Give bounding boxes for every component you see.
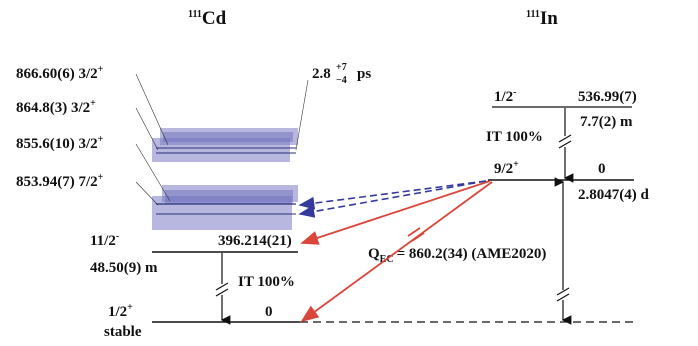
in-heading: 111In	[526, 8, 558, 29]
qec-double-arrow	[554, 177, 572, 325]
level-855-label: 855.6(10) 3/2+	[16, 134, 104, 152]
lower-level-band	[152, 185, 298, 230]
cd-isomer-spin: 11/2-	[90, 231, 119, 249]
upper-halflife-label: 2.8	[312, 66, 331, 82]
in-ground-spin: 9/2+	[494, 159, 519, 177]
cd-ground-energy: 0	[265, 304, 273, 320]
in-ground-energy: 0	[598, 161, 606, 177]
ec-decay-arrows	[300, 180, 493, 323]
in-it-label: IT 100%	[486, 129, 543, 145]
level-864-label: 864.8(3) 3/2+	[16, 98, 96, 116]
in-ground-halflife: 2.8047(4) d	[578, 187, 649, 203]
upper-halflife-minus: −4	[336, 75, 347, 86]
cd-heading: 111Cd	[188, 8, 227, 29]
upper-halflife-plus: +7	[336, 62, 347, 73]
qec-label: QEC = 860.2(34) (AME2020)	[368, 246, 546, 265]
level-853-label: 853.94(7) 7/2+	[16, 172, 104, 190]
label-leader-lines	[135, 73, 309, 206]
upper-halflife-unit: ps	[357, 66, 371, 82]
in-it-arrow	[558, 108, 574, 183]
in-isomer-spin: 1/2-	[494, 87, 517, 105]
in-isomer-halflife: 7.7(2) m	[580, 114, 633, 130]
cd-isomer-halflife: 48.50(9) m	[90, 260, 158, 276]
in-isomer-energy: 536.99(7)	[578, 89, 637, 105]
cd-stable-label: stable	[104, 324, 142, 340]
blue-dashed-arrows	[298, 180, 487, 218]
upper-level-band	[152, 128, 298, 162]
level-866-label: 866.60(6) 3/2+	[16, 64, 104, 82]
cd-isomer-energy: 396.214(21)	[218, 233, 292, 249]
cd-ground-spin: 1/2+	[108, 302, 133, 320]
cd-it-arrow	[215, 253, 231, 325]
cd-it-label: IT 100%	[238, 274, 295, 290]
